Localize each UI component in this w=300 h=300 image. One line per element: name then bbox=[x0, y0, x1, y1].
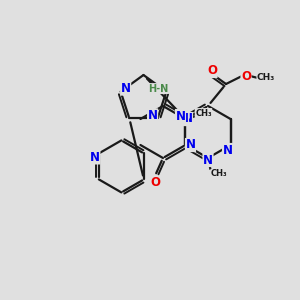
Text: N: N bbox=[182, 112, 193, 125]
Text: O: O bbox=[150, 176, 160, 190]
Text: CH₃: CH₃ bbox=[211, 169, 227, 178]
Text: O: O bbox=[241, 70, 251, 83]
Text: N: N bbox=[148, 109, 158, 122]
Text: N: N bbox=[203, 154, 213, 166]
Text: N: N bbox=[90, 151, 100, 164]
Text: CH₃: CH₃ bbox=[257, 74, 275, 82]
Text: N: N bbox=[223, 143, 232, 157]
Text: N: N bbox=[178, 112, 188, 125]
Text: H-N: H-N bbox=[148, 84, 168, 94]
Text: N: N bbox=[121, 82, 131, 95]
Text: O: O bbox=[207, 64, 217, 77]
Text: N: N bbox=[176, 110, 185, 122]
Text: N: N bbox=[185, 139, 196, 152]
Text: CH₃: CH₃ bbox=[195, 109, 212, 118]
